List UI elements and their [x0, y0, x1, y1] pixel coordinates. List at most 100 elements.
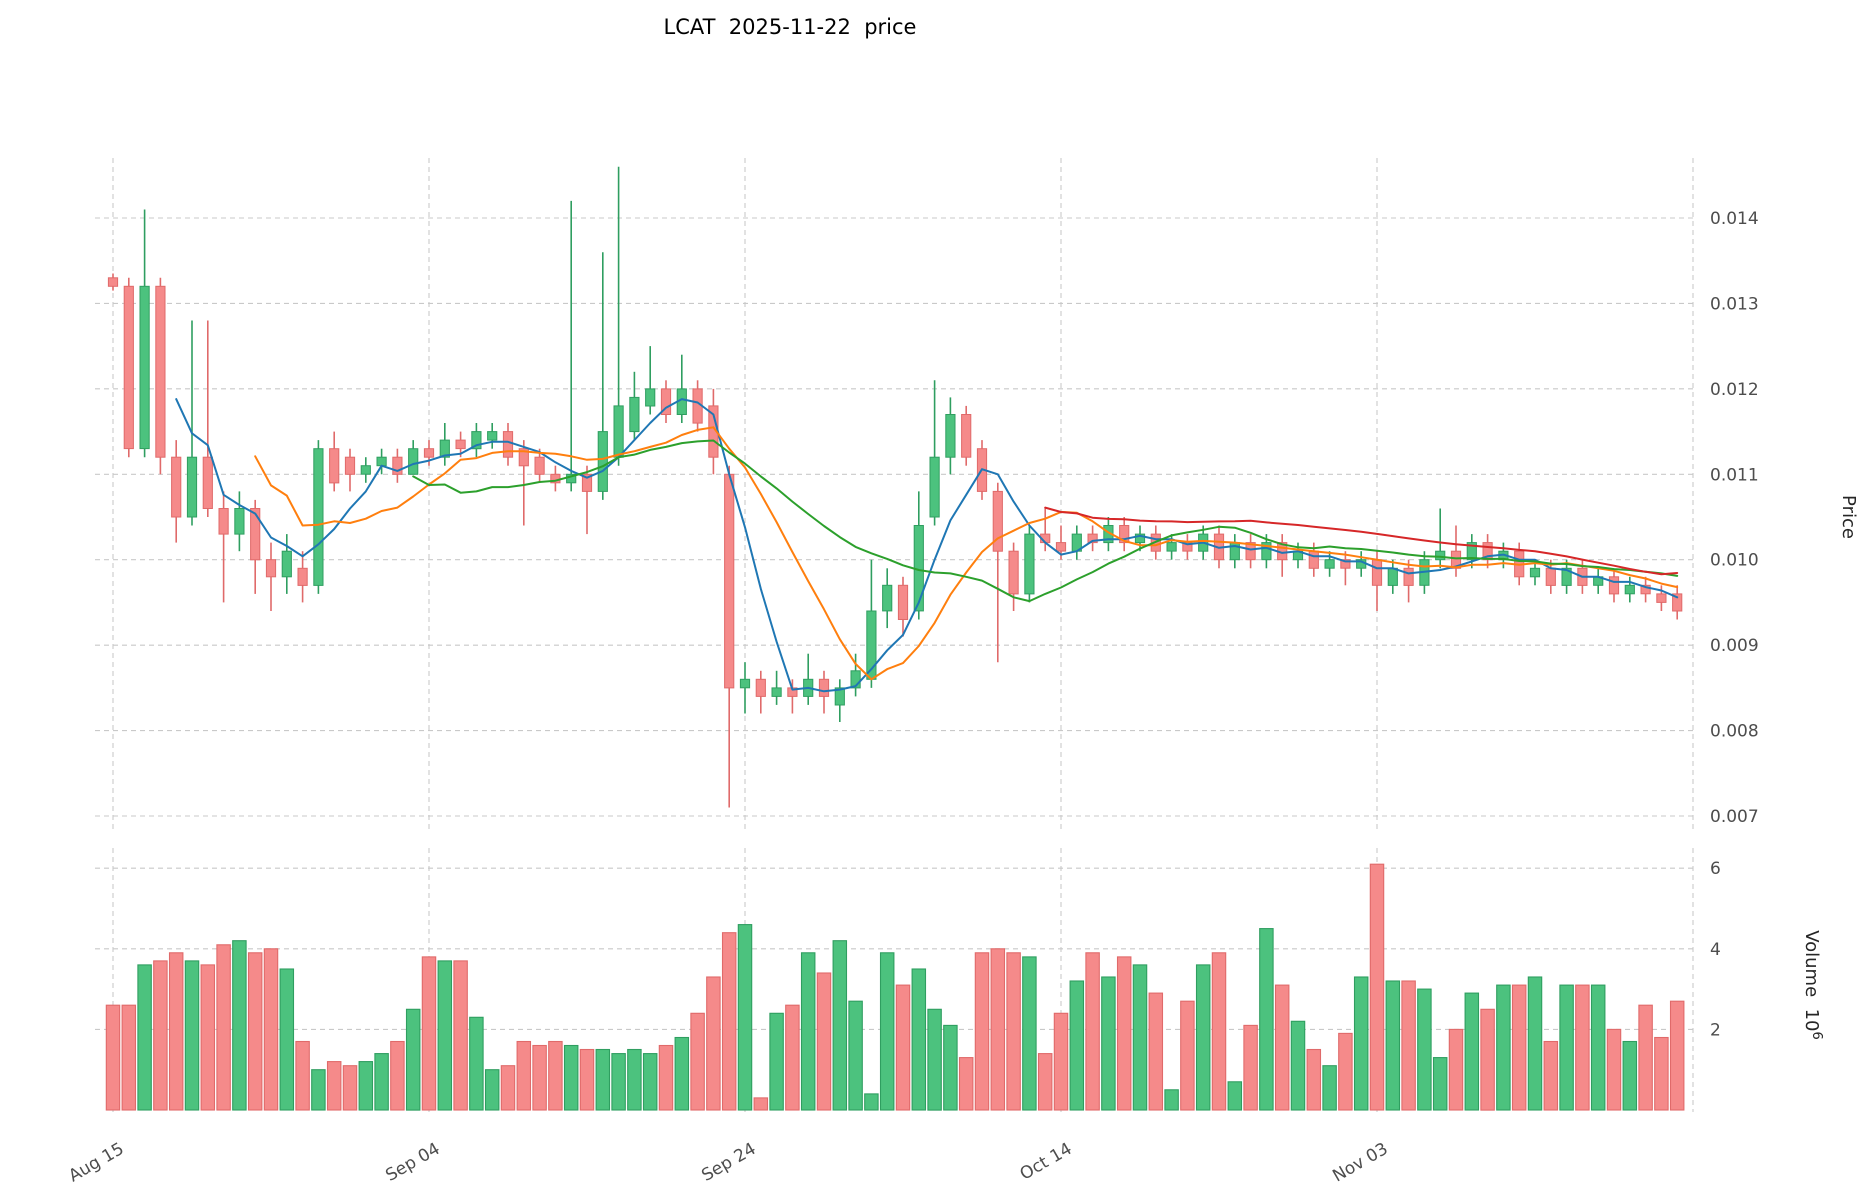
volume-bar	[974, 952, 990, 1111]
candle-body	[1166, 542, 1177, 552]
volume-bar	[990, 948, 1006, 1111]
volume-axis-label-exponent: 6	[1809, 1032, 1824, 1040]
volume-bar	[516, 1040, 532, 1111]
candle-body	[281, 550, 292, 578]
volume-bar	[1132, 964, 1148, 1111]
volume-bar	[1306, 1048, 1322, 1111]
volume-bar	[374, 1053, 389, 1111]
volume-bar	[469, 1016, 484, 1111]
volume-bar	[279, 968, 295, 1111]
volume-bar	[879, 952, 895, 1111]
volume-bar	[1543, 1040, 1559, 1111]
price-tick-label: 0.014	[1710, 209, 1759, 229]
volume-bar	[548, 1040, 563, 1111]
candle-body	[1024, 533, 1035, 595]
candle-body	[171, 456, 182, 518]
volume-bar	[1575, 984, 1590, 1111]
volume-bar	[1496, 984, 1511, 1111]
volume-bar	[1290, 1020, 1306, 1111]
candle-body	[1387, 567, 1398, 586]
chart-title: LCAT 2025-11-22 price	[664, 15, 917, 39]
candle-body	[1324, 559, 1335, 569]
volume-bar	[1480, 1008, 1495, 1111]
volume-bar	[500, 1065, 516, 1111]
candle-body	[755, 678, 766, 697]
candle-body	[1545, 567, 1556, 586]
candle-body	[408, 448, 419, 475]
candle-body	[724, 473, 735, 689]
x-tick-label: Oct 14	[1017, 1139, 1076, 1185]
volume-bar	[1022, 956, 1037, 1111]
candle-body	[882, 584, 893, 612]
ma-line-20	[412, 439, 1679, 603]
volume-bar	[484, 1069, 500, 1111]
volume-bar	[1432, 1057, 1448, 1111]
volume-bar	[595, 1048, 611, 1111]
x-tick-label: Sep 04	[382, 1139, 443, 1186]
candle-body	[471, 431, 482, 450]
candle-body	[1008, 550, 1019, 595]
candle-body	[1340, 559, 1351, 569]
candle-body	[897, 584, 909, 620]
candle-body	[1308, 550, 1319, 569]
candle-body	[502, 431, 514, 458]
candle-body	[455, 439, 466, 450]
candle-body	[771, 687, 782, 697]
volume-bar	[1338, 1032, 1353, 1111]
volume-bar	[832, 940, 848, 1111]
candle-body	[329, 448, 340, 484]
volume-bar	[1116, 956, 1132, 1111]
price-tick-label: 0.009	[1710, 636, 1759, 656]
volume-bar	[1606, 1028, 1622, 1111]
volume-axis-label: Volume 106	[1801, 930, 1824, 1040]
volume-bar	[121, 1004, 137, 1111]
volume-bar	[1243, 1024, 1258, 1111]
candle-body	[218, 508, 229, 535]
volume-bar	[785, 1004, 800, 1111]
candle-body	[250, 508, 261, 561]
volume-bar	[1638, 1004, 1653, 1111]
volume-bar	[1259, 928, 1274, 1111]
volume-bar	[895, 984, 911, 1111]
candle-body	[1403, 567, 1414, 586]
volume-bar	[216, 944, 231, 1111]
volume-bar	[1322, 1065, 1337, 1111]
volume-bar	[263, 948, 279, 1111]
volume-bar	[1417, 988, 1432, 1111]
x-tick-label: Nov 03	[1329, 1139, 1391, 1186]
price-tick-label: 0.011	[1710, 465, 1759, 485]
x-tick-label: Sep 24	[698, 1139, 759, 1186]
volume-bar	[311, 1069, 326, 1111]
candle-body	[1134, 533, 1146, 544]
candle-body	[423, 448, 435, 458]
candle-body	[1672, 593, 1683, 612]
volume-bar	[1148, 992, 1164, 1111]
volume-bar	[342, 1065, 358, 1111]
candle-body	[139, 285, 150, 450]
moving-average-lines	[175, 398, 1679, 693]
volume-bar	[1590, 984, 1606, 1111]
candle-body	[1561, 567, 1572, 586]
volume-bar	[437, 960, 453, 1111]
volume-bar	[168, 952, 184, 1111]
volume-bar	[1353, 976, 1369, 1111]
volume-bar	[247, 952, 263, 1111]
candle-body	[929, 456, 940, 518]
candle-body	[945, 414, 956, 458]
volume-bar	[1464, 992, 1480, 1111]
volume-bar	[611, 1053, 626, 1111]
volume-bar	[769, 1012, 784, 1111]
candle-body	[739, 678, 751, 689]
candle-body	[1245, 542, 1256, 561]
volume-bar	[943, 1024, 958, 1111]
volume-bar	[153, 960, 168, 1111]
candle-body	[992, 490, 1003, 552]
volume-pane	[105, 863, 1685, 1111]
candle-body	[297, 567, 308, 586]
volume-bar	[421, 956, 437, 1111]
volume-bar	[958, 1057, 974, 1111]
volume-bar	[848, 1000, 863, 1111]
volume-bar	[927, 1008, 942, 1111]
candle-body	[581, 473, 593, 492]
